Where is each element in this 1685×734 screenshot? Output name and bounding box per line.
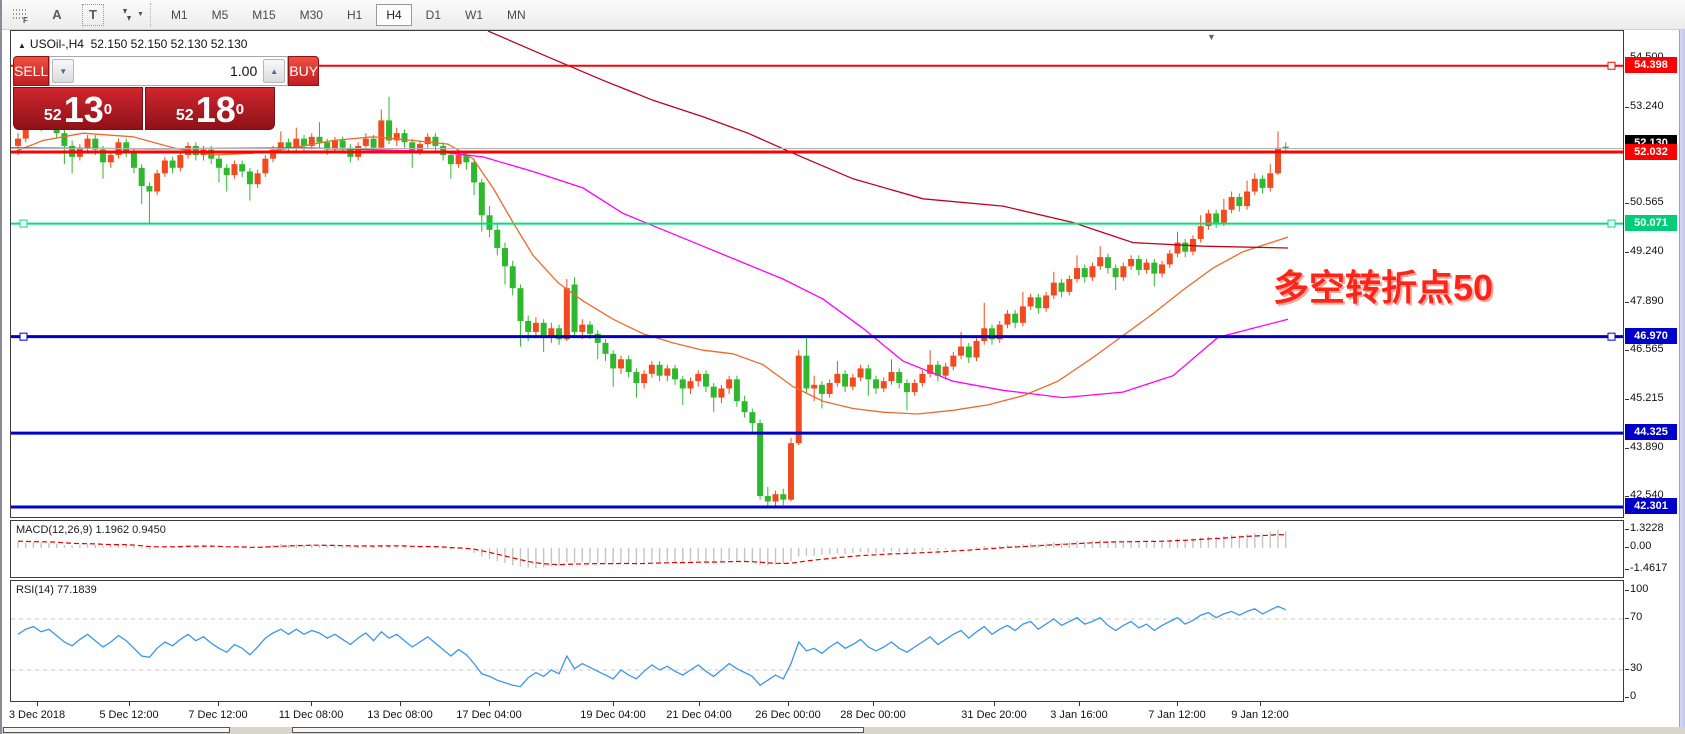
price-tick-43.890: 43.890 [1630, 441, 1664, 453]
dotted-grid-icon: F [13, 8, 28, 23]
timeframe-button-m1[interactable]: M1 [170, 7, 188, 22]
price-tick-50.565: 50.565 [1630, 196, 1664, 208]
window-edge-strip [1679, 30, 1685, 734]
price-tick-53.240: 53.240 [1630, 100, 1664, 112]
buy-price-big: 18 [195, 89, 236, 130]
time-label: 13 Dec 08:00 [367, 709, 433, 721]
rsi-tick-30: 30 [1630, 662, 1643, 674]
volume-stepper: ▼ ▲ [49, 56, 289, 86]
price-tick-45.215: 45.215 [1630, 392, 1664, 404]
slow-ma-line [487, 31, 1289, 249]
rsi-tick-0: 0 [1630, 690, 1637, 702]
sort-arrows-icon [123, 8, 131, 21]
timeframe-button-d1[interactable]: D1 [425, 7, 441, 22]
timeframe-button-w1[interactable]: W1 [465, 7, 483, 22]
cursor-arrows-icon[interactable]: ▼ [118, 4, 144, 26]
chart-tab-strip [2, 727, 1685, 734]
chevron-down-icon: ▼ [137, 11, 144, 18]
time-label: 21 Dec 04:00 [666, 709, 732, 721]
time-label: 3 Jan 16:00 [1050, 709, 1108, 721]
time-label: 26 Dec 00:00 [755, 709, 821, 721]
price-badge-42.301: 42.301 [1625, 498, 1677, 514]
macd-label: MACD(12,26,9) 1.1962 0.9450 [16, 524, 166, 536]
chart-tab[interactable] [3, 727, 230, 733]
timeframe-button-m5[interactable]: M5 [211, 7, 229, 22]
rsi-label: RSI(14) 77.1839 [16, 584, 97, 596]
crosshair-grid-icon[interactable]: F [10, 4, 32, 26]
chart-title: ▲ USOil-,H4 52.150 52.150 52.130 52.130 [18, 37, 247, 51]
time-label: 11 Dec 08:00 [278, 709, 344, 721]
macd-tick--1.4617: -1.4617 [1630, 562, 1668, 574]
chart-text-annotation: 多空转折点50 [1273, 267, 1494, 308]
price-badge-46.970: 46.970 [1625, 328, 1677, 344]
sell-price-prefix: 52 [43, 107, 62, 124]
sell-button[interactable]: SELL [13, 56, 50, 86]
volume-increase-button[interactable]: ▲ [263, 59, 286, 83]
timeframe-toolbar: M1 M5 M15 M30 H1 H4 D1 W1 MN [161, 3, 536, 26]
toolbar-separator [149, 2, 151, 27]
text-annotation-icon[interactable]: A [52, 7, 62, 22]
time-label: 9 Jan 12:00 [1231, 709, 1289, 721]
price-badge-54.398: 54.398 [1625, 57, 1677, 73]
timeframe-button-m15[interactable]: M15 [252, 7, 276, 22]
chart-tab[interactable] [292, 727, 864, 733]
sell-price-panel[interactable]: 52 13 0 [13, 87, 143, 130]
fast-ma-line [11, 132, 1289, 415]
price-chart-canvas[interactable] [11, 31, 1623, 517]
price-badge-52.032: 52.032 [1625, 144, 1677, 160]
buy-button[interactable]: BUY [288, 56, 320, 86]
time-label: 5 Dec 12:00 [99, 709, 159, 721]
rsi-pane[interactable]: RSI(14) 77.1839 [10, 580, 1624, 702]
timeframe-button-mn[interactable]: MN [507, 7, 526, 22]
price-badge-44.325: 44.325 [1625, 424, 1677, 440]
volume-decrease-button[interactable]: ▼ [52, 59, 75, 83]
time-label: 31 Dec 20:00 [961, 709, 1027, 721]
drawing-toolbar: F A T ▼ [2, 3, 144, 26]
symbol-triangle-icon[interactable]: ▲ [18, 41, 26, 50]
price-tick-49.240: 49.240 [1630, 245, 1664, 257]
main-price-pane[interactable]: ▲ USOil-,H4 52.150 52.150 52.130 52.130 ▼… [10, 30, 1624, 518]
mid-ma-line [11, 147, 1289, 399]
volume-input[interactable] [76, 57, 262, 85]
macd-pane[interactable]: MACD(12,26,9) 1.1962 0.9450 [10, 520, 1624, 578]
rsi-tick-70: 70 [1630, 611, 1643, 623]
time-label: 7 Jan 12:00 [1148, 709, 1206, 721]
time-label: 19 Dec 04:00 [580, 709, 646, 721]
price-tick-47.890: 47.890 [1630, 295, 1664, 307]
candles-group [15, 96, 1289, 507]
moving-averages-group [11, 31, 1289, 415]
time-label: 28 Dec 00:00 [840, 709, 906, 721]
price-badge-50.071: 50.071 [1625, 215, 1677, 231]
horizontal-lines-group [11, 61, 1623, 509]
rsi-canvas[interactable] [11, 581, 1623, 701]
time-axis[interactable]: 3 Dec 2018 5 Dec 12:00 7 Dec 12:00 11 Dec 0… [2, 702, 1624, 727]
rsi-tick-100: 100 [1630, 583, 1649, 595]
text-label-icon[interactable]: T [82, 3, 104, 26]
sell-price-big: 13 [63, 89, 104, 130]
ohlc-values: 52.150 52.150 52.130 52.130 [90, 37, 248, 51]
price-axis[interactable]: 54.50053.24050.56549.24047.89046.56545.2… [1625, 30, 1679, 727]
sell-price-sup: 0 [103, 101, 113, 118]
buy-price-sup: 0 [235, 101, 245, 118]
buy-price-panel[interactable]: 52 18 0 [145, 87, 275, 130]
chart-shift-marker-icon[interactable]: ▼ [1207, 32, 1216, 42]
time-label: 3 Dec 2018 [8, 709, 66, 721]
symbol-period-label: USOil-,H4 [29, 37, 84, 51]
macd-canvas[interactable] [11, 521, 1623, 577]
price-tick-46.565: 46.565 [1630, 343, 1664, 355]
timeframe-button-m30[interactable]: M30 [299, 7, 323, 22]
timeframe-button-h4[interactable]: H4 [376, 3, 412, 26]
buy-price-prefix: 52 [175, 107, 194, 124]
macd-tick-0.00: 0.00 [1630, 540, 1652, 552]
toolbar: F A T ▼ M1 M5 M15 M30 H1 H4 D1 W1 MN [2, 0, 1685, 30]
macd-tick-1.3228: 1.3228 [1630, 522, 1664, 534]
time-label: 7 Dec 12:00 [188, 709, 248, 721]
time-label: 17 Dec 04:00 [456, 709, 522, 721]
svg-text:F: F [23, 16, 28, 23]
timeframe-button-h1[interactable]: H1 [346, 7, 363, 22]
